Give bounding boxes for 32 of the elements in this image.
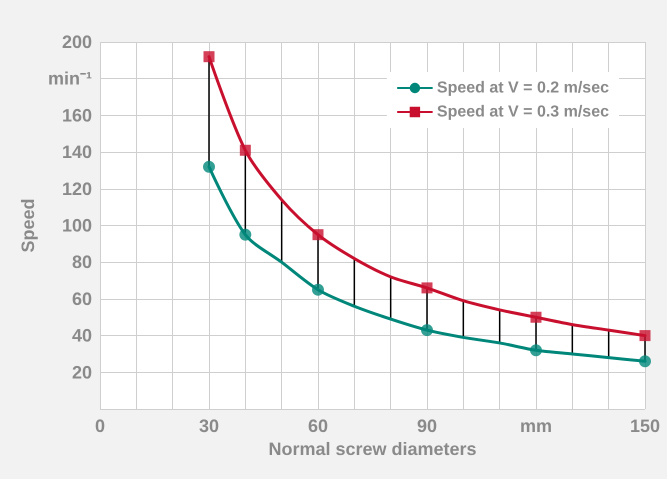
point	[312, 229, 324, 240]
y-axis-title: Speed	[18, 198, 38, 253]
point	[422, 282, 432, 294]
point	[640, 330, 650, 342]
y-tick-label: min⁻¹	[48, 68, 92, 89]
x-tick-label: mm	[520, 416, 552, 436]
y-tick-label: 160	[62, 105, 92, 126]
point	[239, 228, 252, 241]
legend-label: Speed at V = 0.3 m/sec	[436, 104, 610, 120]
y-tick-label: 100	[62, 216, 92, 236]
x-tick-label: 90	[416, 416, 438, 436]
x-tick-label: 150	[630, 416, 660, 436]
x-tick-label: 0	[94, 416, 106, 436]
point	[530, 312, 542, 323]
y-tick-label: 40	[72, 326, 92, 346]
y-tick-label: 140	[62, 142, 92, 162]
y-tick-label: 200	[62, 32, 92, 52]
legend-label: Speed at V = 0.2 m/sec	[436, 80, 610, 96]
x-tick-label: 60	[308, 416, 328, 436]
point	[421, 324, 433, 336]
point	[204, 51, 214, 62]
y-tick-label: 120	[62, 178, 92, 199]
y-tick-label: 60	[72, 288, 92, 309]
point	[312, 284, 324, 296]
point	[240, 144, 251, 156]
point	[203, 160, 215, 173]
y-tick-label: 20	[72, 362, 92, 382]
x-axis-title: Normal screw diameters	[268, 438, 477, 459]
y-tick-label: 80	[72, 252, 92, 272]
point	[530, 344, 542, 356]
point	[639, 355, 651, 368]
x-tick-label: 30	[198, 416, 220, 436]
